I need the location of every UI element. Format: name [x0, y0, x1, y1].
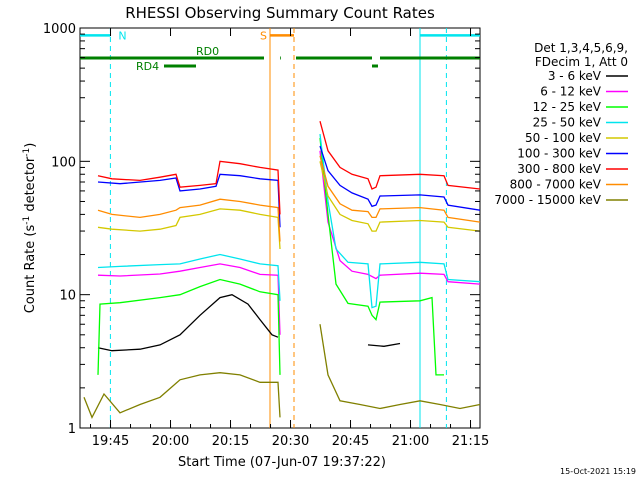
legend: Det 1,3,4,5,6,9, FDecim 1, Att 0 3 - 6 k…	[494, 41, 628, 207]
attenuator-bands: N S RD0 RD4	[80, 28, 480, 428]
legend-label-7000-15000-kev: 7000 - 15000 keV	[494, 193, 601, 207]
series-line-7000-15000-kev	[83, 324, 481, 419]
plot-area: N S RD0 RD4	[79, 27, 481, 429]
legend-label-50-100-kev: 50 - 100 keV	[525, 131, 602, 145]
y-tick-label: 1000	[43, 22, 76, 37]
legend-header-line1: Det 1,3,4,5,6,9,	[534, 41, 628, 55]
series-line-100-300-kev	[97, 145, 481, 228]
x-tick-label: 19:45	[92, 434, 129, 449]
legend-label-12-25-kev: 12 - 25 keV	[533, 100, 602, 114]
x-tick-label: 20:30	[272, 434, 309, 449]
y-tick-label: 10	[59, 289, 76, 304]
band-n-label: N	[118, 29, 126, 42]
legend-label-800-7000-kev: 800 - 7000 keV	[510, 178, 602, 192]
series-line-300-800-kev	[97, 121, 481, 215]
y-axis-label-suffix: )	[23, 143, 38, 148]
x-tick-label: 20:15	[212, 434, 249, 449]
y-tick-label: 1	[68, 422, 76, 437]
x-tick-label: 20:00	[152, 434, 189, 449]
legend-label-3-6-kev: 3 - 6 keV	[548, 69, 602, 83]
series-line-800-7000-kev	[97, 155, 481, 242]
legend-label-100-300-kev: 100 - 300 keV	[517, 147, 601, 161]
chart-title: RHESSI Observing Summary Count Rates	[125, 4, 435, 22]
y-axis: 1 10 100 1000	[43, 22, 480, 437]
series-line-3-6-kev	[97, 294, 401, 352]
plot-frame	[79, 27, 481, 429]
y-axis-label: Count Rate (s-1 detector-1)	[22, 143, 38, 314]
legend-label-6-12-kev: 6 - 12 keV	[540, 85, 602, 99]
series-lines	[83, 121, 481, 419]
y-axis-label-mid: detector	[23, 156, 38, 216]
band-s-label: S	[260, 29, 267, 42]
legend-label-300-800-kev: 300 - 800 keV	[517, 162, 601, 176]
y-axis-label-sup1: -1	[22, 216, 32, 225]
legend-header-line2: FDecim 1, Att 0	[535, 55, 628, 69]
series-line-25-50-kev	[97, 134, 481, 309]
x-tick-label: 21:00	[392, 434, 429, 449]
x-axis-label: Start Time (07-Jun-07 19:37:22)	[178, 455, 386, 470]
series-line-50-100-kev	[97, 161, 481, 250]
legend-label-25-50-kev: 25 - 50 keV	[533, 116, 602, 130]
y-axis-label-sup2: -1	[22, 148, 32, 157]
footer-date: 15-Oct-2021 15:19	[560, 467, 636, 476]
flag-rd4-label: RD4	[136, 60, 159, 73]
x-tick-label: 20:45	[332, 434, 369, 449]
flag-rd0-label: RD0	[196, 45, 219, 58]
y-tick-label: 100	[51, 155, 76, 170]
x-axis: 19:45 20:00 20:15 20:30 20:45 21:00 21:15	[90, 28, 489, 449]
x-tick-label: 21:15	[452, 434, 489, 449]
series-line-12-25-kev	[97, 137, 444, 376]
y-axis-label-prefix: Count Rate (s	[23, 225, 38, 314]
